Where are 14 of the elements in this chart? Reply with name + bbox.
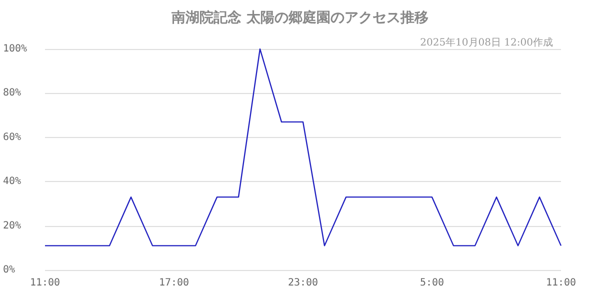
x-tick-label: 23:00 xyxy=(288,278,318,288)
x-tick-label: 11:00 xyxy=(546,278,576,288)
chart-title: 南湖院記念 太陽の郷庭園のアクセス推移 xyxy=(170,9,428,26)
y-tick-label: 0% xyxy=(3,264,16,276)
y-tick-label: 80% xyxy=(3,88,22,99)
chart-subtitle: 2025年10月08日 12:00作成 xyxy=(420,36,554,48)
y-tick-label: 40% xyxy=(3,176,22,188)
y-tick-label: 60% xyxy=(3,132,22,143)
y-tick-label: 20% xyxy=(3,220,22,232)
y-tick-label: 100% xyxy=(3,44,28,54)
x-tick-label: 11:00 xyxy=(30,278,60,288)
line-series xyxy=(44,48,562,246)
x-tick-label: 17:00 xyxy=(158,278,190,288)
x-tick-label: 5:00 xyxy=(420,278,444,288)
